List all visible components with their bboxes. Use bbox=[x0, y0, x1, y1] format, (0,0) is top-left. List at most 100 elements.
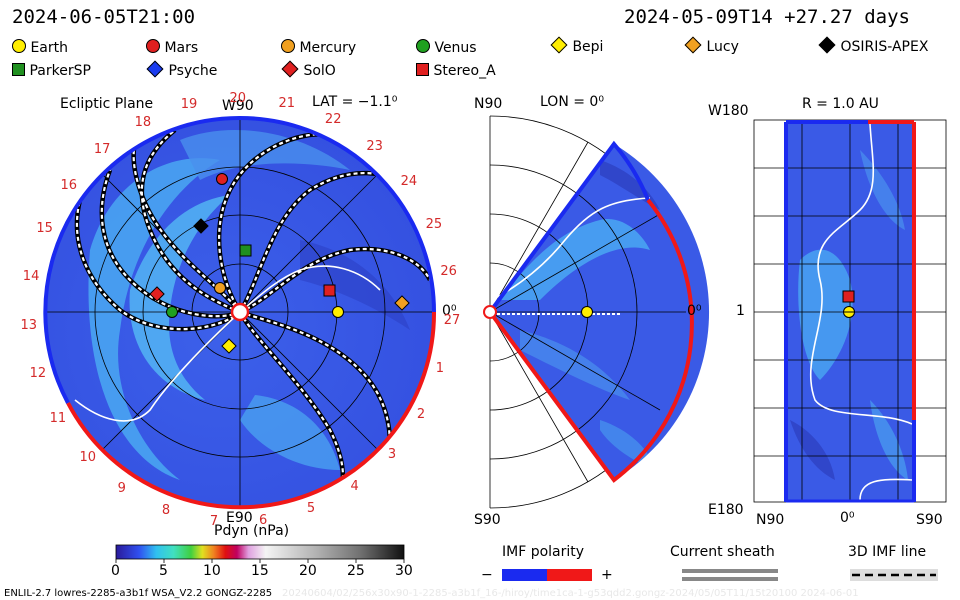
colorbar-title: Pdyn (nPa) bbox=[214, 523, 290, 539]
radial-surface-panel bbox=[753, 119, 947, 503]
reference-time: 2024-05-09T14 +27.27 days bbox=[624, 6, 910, 28]
imf-line-title: 3D IMF line bbox=[848, 544, 927, 560]
day-tick-label: 3 bbox=[387, 446, 397, 462]
pdyn-colorbar bbox=[115, 544, 405, 560]
legend-item-stereo-a: Stereo_A bbox=[416, 63, 496, 79]
meridional-rim-positive bbox=[488, 198, 694, 483]
mars-marker-icon bbox=[146, 39, 160, 53]
radial-x-right: S90 bbox=[916, 512, 943, 528]
legend-label: Mercury bbox=[299, 40, 357, 56]
day-tick-label: 12 bbox=[29, 366, 47, 382]
legend-item-parkersp: ParkerSP bbox=[12, 63, 91, 79]
mercury-marker-icon bbox=[281, 39, 295, 53]
footer-model-info: ENLIL-2.7 lowres-2285-a3b1f WSA_V2.2 GON… bbox=[4, 588, 273, 599]
radial-x-mid: 0⁰ bbox=[840, 510, 855, 526]
ecliptic-bodies bbox=[149, 173, 410, 354]
day-tick-label: 7 bbox=[209, 513, 219, 529]
day-tick-label: 26 bbox=[440, 263, 457, 279]
day-tick-label: 19 bbox=[180, 97, 198, 113]
body-legend: Earth Mars Mercury Venus Bepi Lucy OSIRI… bbox=[0, 36, 960, 86]
sun-icon bbox=[230, 302, 250, 322]
radial-mid-left: 1 bbox=[736, 303, 745, 319]
imf-positive-swatch bbox=[547, 569, 592, 581]
venus-icon bbox=[166, 306, 178, 318]
lucy-icon bbox=[394, 295, 410, 311]
day-tick-label: 16 bbox=[60, 178, 78, 194]
osiris-apex-icon bbox=[193, 218, 209, 234]
legend-item-psyche: Psyche bbox=[146, 60, 218, 79]
parkersp-marker-icon bbox=[12, 63, 25, 76]
ecliptic-rim-positive bbox=[66, 311, 437, 510]
day-tick-label: 24 bbox=[400, 174, 418, 190]
mars-icon bbox=[216, 173, 228, 185]
ecliptic-rim-negative bbox=[43, 115, 241, 404]
legend-item-mars: Mars bbox=[146, 39, 198, 56]
day-tick-label: 18 bbox=[134, 114, 152, 130]
day-tick-label: 2 bbox=[416, 406, 426, 422]
radial-title: R = 1.0 AU bbox=[802, 96, 879, 112]
imf-negative-swatch bbox=[502, 569, 547, 581]
colorbar-tick-label: 20 bbox=[299, 563, 317, 579]
legend-label: ParkerSP bbox=[29, 63, 91, 79]
current-sheath-swatch-bottom bbox=[682, 577, 778, 581]
meridional-lon-label: LON = 0⁰ bbox=[540, 94, 604, 110]
ecliptic-rim-negative-right bbox=[239, 116, 436, 313]
legend-label: Venus bbox=[434, 40, 477, 56]
colorbar-tick-label: 30 bbox=[395, 563, 413, 579]
meridional-top-label: N90 bbox=[474, 96, 503, 112]
colorbar-tick-label: 10 bbox=[203, 563, 221, 579]
day-tick-label: 27 bbox=[443, 312, 461, 328]
colorbar-tick-label: 0 bbox=[111, 563, 120, 579]
legend-item-bepi: Bepi bbox=[550, 36, 604, 55]
radial-x-left: N90 bbox=[756, 512, 785, 528]
day-tick-label: 17 bbox=[93, 142, 111, 158]
day-tick-label: 6 bbox=[259, 513, 268, 529]
current-sheath-title: Current sheath bbox=[670, 544, 775, 560]
legend-label: Psyche bbox=[168, 63, 218, 79]
day-tick-label: 25 bbox=[425, 216, 443, 232]
ecliptic-lat-label: LAT = −1.1⁰ bbox=[312, 94, 398, 110]
earth-icon bbox=[332, 306, 344, 318]
legend-item-venus: Venus bbox=[416, 39, 477, 56]
colorbar-ticks bbox=[115, 559, 405, 563]
meridional-bottom-label: S90 bbox=[474, 512, 501, 528]
legend-item-solo: SolO bbox=[281, 60, 336, 79]
ecliptic-right-label: 0⁰ bbox=[442, 303, 457, 319]
day-tick-label: 21 bbox=[278, 96, 296, 112]
day-tick-label: 9 bbox=[117, 481, 126, 497]
legend-item-osiris-apex: OSIRIS-APEX bbox=[818, 36, 929, 55]
imf-polarity-title: IMF polarity bbox=[502, 544, 585, 560]
legend-item-lucy: Lucy bbox=[684, 36, 739, 55]
current-sheath-swatch-top bbox=[682, 569, 778, 573]
solo-icon bbox=[149, 286, 165, 302]
legend-label: SolO bbox=[303, 63, 336, 79]
stereo-a-icon bbox=[323, 284, 336, 297]
day-tick-label: 23 bbox=[366, 139, 383, 155]
radial-top-left: W180 bbox=[708, 103, 749, 119]
colorbar-tick-label: 5 bbox=[159, 563, 168, 579]
meridional-earth-icon bbox=[581, 306, 593, 318]
day-tick-label: 22 bbox=[324, 112, 342, 128]
parkersp-icon bbox=[239, 244, 252, 257]
day-tick-label: 10 bbox=[79, 450, 97, 466]
legend-label: Bepi bbox=[572, 39, 604, 55]
legend-label: Mars bbox=[164, 40, 199, 56]
meridional-rim-negative bbox=[488, 140, 650, 314]
venus-marker-icon bbox=[416, 39, 430, 53]
ecliptic-title: Ecliptic Plane bbox=[60, 96, 154, 112]
colorbar-tick-label: 15 bbox=[251, 563, 269, 579]
legend-label: Stereo_A bbox=[433, 63, 496, 79]
day-tick-label: 11 bbox=[49, 411, 67, 427]
ecliptic-bottom-label: E90 bbox=[226, 510, 253, 526]
simulation-time: 2024-06-05T21:00 bbox=[12, 6, 196, 28]
meridional-right-label: 0⁰ bbox=[687, 303, 702, 319]
day-tick-label: 5 bbox=[306, 501, 316, 517]
legend-item-mercury: Mercury bbox=[281, 39, 356, 56]
day-tick-label: 14 bbox=[22, 268, 40, 284]
radial-density-structures bbox=[790, 150, 908, 480]
day-tick-label: 13 bbox=[20, 317, 38, 333]
legend-label: Earth bbox=[30, 40, 68, 56]
legend-label: OSIRIS-APEX bbox=[840, 39, 929, 55]
legend-label: Lucy bbox=[706, 39, 739, 55]
imf-plus-label: + bbox=[601, 567, 613, 583]
